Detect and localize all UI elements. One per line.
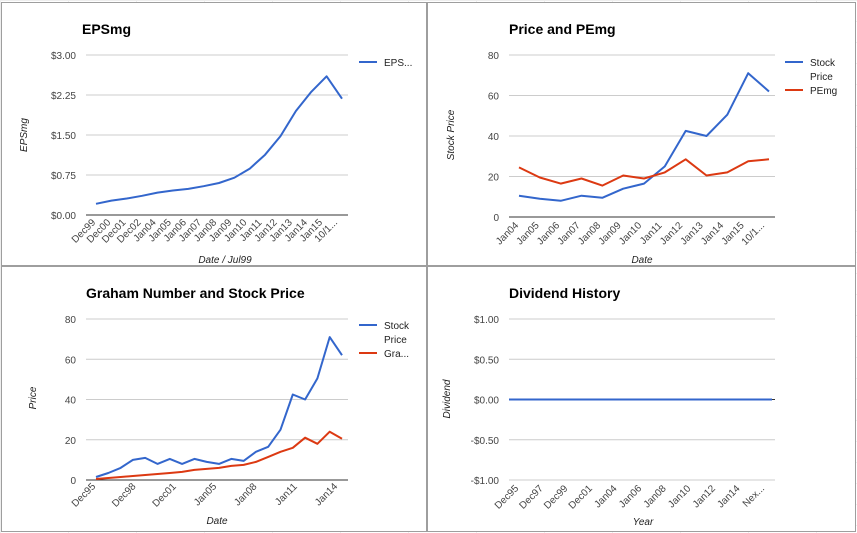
legend-label: Stock [810,58,836,69]
y-tick-label: 0 [493,213,499,224]
series-line-1 [95,430,343,480]
x-axis-label: Date / Jul99 [198,255,252,265]
price-pe-chart-panel: Price and PEmg 0 20 40 60 80 Stock Price Jan04 J… [427,2,856,266]
y-axis-label: EPSmg [19,118,30,152]
y-tick-label: $1.50 [51,131,76,142]
series-line-0 [95,75,343,205]
x-tick-label: Jan05 [192,481,219,508]
x-tick-label: Jan10 [617,220,644,247]
x-axis-label: Date [206,516,228,527]
y-tick-label: 60 [65,355,77,366]
chart-title: Dividend History [509,285,620,301]
x-tick-label: Jan10 [666,483,693,510]
y-tick-label: $0.50 [474,355,499,366]
x-tick-label: Jan12 [691,483,718,510]
y-axis-label: Price [28,386,39,409]
x-axis-label: Year [633,517,654,528]
y-axis-label: Dividend [442,379,453,418]
y-tick-label: $0.75 [51,171,76,182]
x-tick-label: Jan04 [592,483,619,510]
x-tick-label: Dec01 [151,481,180,510]
x-tick-label: Jan08 [232,481,259,508]
x-tick-label: Nex... [741,483,767,509]
eps-chart: EPSmg$0.00$0.75$1.50$2.25$3.00EPSmgDec99… [19,21,412,265]
x-tick-label: Jan11 [273,481,300,508]
legend-label: Stock [384,321,410,332]
series-line-0 [518,72,770,202]
x-tick-label: 10/1... [740,220,767,247]
x-tick-label: Dec99 [542,483,571,512]
chart-title: Graham Number and Stock Price [86,285,305,301]
x-tick-label: Jan14 [313,481,340,508]
dividend-chart-panel: Dividend History -$1.00 -$0.50 $0.00 $0.50 $1… [427,266,856,532]
series-line-1 [518,158,770,187]
y-tick-label: -$0.50 [471,436,500,447]
eps-chart-panel: EPSmg $0.00 $0.75 $1.50 $2.25 $3.00 EPSmg Dec99… [1,2,427,266]
y-tick-label: $2.25 [51,91,76,102]
series-line-0 [95,336,343,478]
y-tick-label: $1.00 [474,315,499,326]
graham-chart-panel: Graham Number and Stock Price 0 20 40 60 80 Pr… [1,266,427,532]
y-tick-label: 40 [488,132,500,143]
y-tick-label: 60 [488,92,500,103]
legend-label: Price [810,72,833,83]
legend-label: Price [384,335,407,346]
y-tick-label: 0 [70,476,76,487]
x-tick-label: Dec95 [493,483,522,512]
chart-title: Price and PEmg [509,21,616,37]
y-tick-label: 20 [65,436,77,447]
chart-title: EPSmg [82,21,131,37]
y-tick-label: $3.00 [51,51,76,62]
x-tick-label: Jan14 [715,483,742,510]
y-tick-label: 80 [488,51,500,62]
x-axis-label: Date [631,255,653,265]
legend-label: Gra... [384,349,409,360]
x-tick-label: Dec01 [567,483,596,512]
y-tick-label: $0.00 [474,396,499,407]
x-tick-label: Dec97 [518,483,547,512]
y-tick-label: 80 [65,315,77,326]
dividend-chart: Dividend History -$1.00 -$0.50 $0.00 $0.50 $1… [442,285,775,528]
x-tick-label: Jan06 [617,483,644,510]
y-tick-label: $0.00 [51,211,76,222]
y-tick-label: -$1.00 [471,476,500,487]
x-tick-label: Dec98 [110,481,139,510]
graham-chart: Graham Number and Stock Price 0 20 40 60 80 Pr… [28,285,410,527]
y-axis-label: Stock Price [446,109,457,160]
x-tick-label: Jan08 [642,483,669,510]
y-tick-label: 40 [65,396,77,407]
y-tick-label: 20 [488,173,500,184]
legend-label: EPS... [384,58,412,69]
legend-label: PEmg [810,86,837,97]
